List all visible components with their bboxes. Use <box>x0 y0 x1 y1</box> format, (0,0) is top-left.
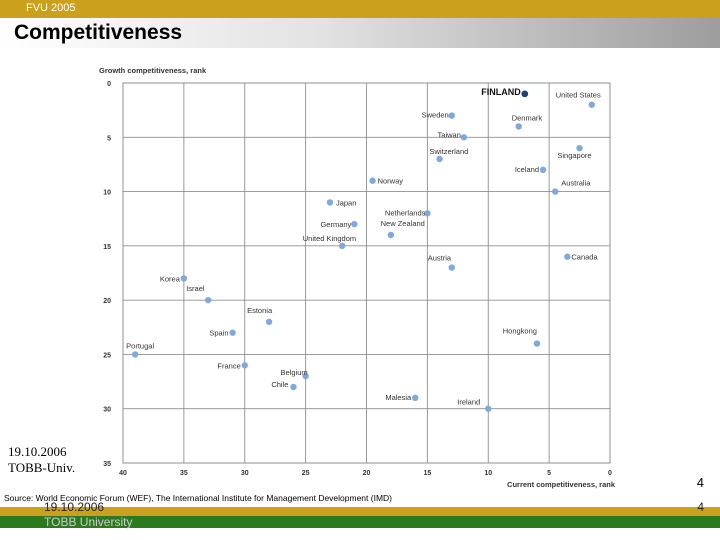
data-point-label: Israel <box>186 284 205 293</box>
data-point <box>576 144 583 152</box>
data-point <box>205 296 212 304</box>
data-point <box>326 199 334 206</box>
x-tick-label: 40 <box>119 470 127 477</box>
data-point <box>436 155 443 163</box>
data-point <box>412 394 419 402</box>
data-point-label: Malesia <box>385 393 412 402</box>
data-point <box>552 188 559 195</box>
data-point-label: FINLAND <box>481 87 521 97</box>
data-point-label: France <box>217 361 240 370</box>
data-point <box>460 134 468 141</box>
data-point-label: New Zealand <box>381 219 425 228</box>
data-point <box>515 123 522 130</box>
source-note: Source: World Economic Forum (WEF), The … <box>4 493 392 503</box>
data-point <box>485 405 492 412</box>
y-tick-label: 5 <box>107 135 111 142</box>
data-point-label: Iceland <box>515 165 539 174</box>
data-point-label: United Kingdom <box>303 234 356 243</box>
bottom-green-bar <box>0 516 720 528</box>
data-point-label: Taiwan <box>438 130 461 139</box>
data-point <box>131 351 139 358</box>
data-point <box>424 210 431 217</box>
data-point <box>229 329 236 336</box>
data-point-label: Sweden <box>422 111 449 120</box>
data-point-label: Korea <box>160 274 181 283</box>
data-point-label: Ireland <box>457 398 480 407</box>
x-tick-label: 5 <box>547 470 551 477</box>
footer-date: 19.10.2006 <box>8 444 67 459</box>
data-point-label: Spain <box>209 329 228 338</box>
data-point-label: United States <box>556 91 601 100</box>
data-point-label: Belgium <box>281 368 308 377</box>
data-point-label: Austria <box>428 254 452 263</box>
page-number: 4 <box>696 475 704 490</box>
footer-date-block: 19.10.2006 TOBB-Univ. <box>8 444 75 476</box>
y-tick-label: 35 <box>103 461 111 468</box>
data-point-label: Portugal <box>126 341 154 350</box>
data-point-label: Denmark <box>512 113 543 122</box>
data-point-label: Canada <box>571 253 598 262</box>
x-tick-label: 20 <box>363 470 371 477</box>
data-point-label: Japan <box>336 198 356 207</box>
data-point <box>369 177 376 184</box>
data-point-label: Germany <box>320 220 351 229</box>
header-tag: FVU 2005 <box>26 2 76 14</box>
x-axis-title: Current competitiveness, rank <box>507 480 616 489</box>
data-point-label: Chile <box>271 380 288 389</box>
footer-institution: TOBB-Univ. <box>8 460 76 475</box>
data-point-label: Switzerland <box>430 147 469 156</box>
data-point-label: Singapore <box>557 151 591 160</box>
data-point <box>338 242 346 250</box>
y-tick-label: 0 <box>107 81 111 88</box>
data-point <box>387 231 395 239</box>
y-tick-label: 20 <box>103 298 111 305</box>
bottom-date: 19.10.2006 <box>44 500 105 514</box>
data-point-label: Norway <box>378 177 404 186</box>
x-tick-label: 35 <box>180 470 188 477</box>
data-point <box>564 253 571 260</box>
y-tick-label: 25 <box>103 352 111 359</box>
title-bar: Competitiveness <box>0 18 720 48</box>
data-point <box>539 166 547 174</box>
x-tick-label: 10 <box>484 470 492 477</box>
y-tick-label: 30 <box>103 407 111 414</box>
data-point-label: Netherlands <box>385 208 426 217</box>
page-title: Competitiveness <box>14 21 183 44</box>
bottom-accent-bar <box>0 507 720 516</box>
x-tick-label: 25 <box>302 470 310 477</box>
data-point-label: Hongkong <box>503 327 537 336</box>
data-point <box>265 318 273 326</box>
bottom-institution: TOBB University <box>44 515 133 529</box>
data-point <box>533 340 541 347</box>
x-tick-label: 30 <box>241 470 249 477</box>
y-tick-label: 15 <box>103 244 111 251</box>
data-point <box>521 90 529 98</box>
data-point-label: Australia <box>561 179 591 188</box>
x-tick-label: 0 <box>608 470 612 477</box>
data-point <box>588 101 595 108</box>
competitiveness-scatter-chart: 40 35 30 25 20 15 10 5 0 0 5 10 15 20 25 30 35 Growth com… <box>99 66 616 489</box>
data-point <box>448 112 455 119</box>
data-point <box>302 372 309 380</box>
y-tick-label: 10 <box>103 190 111 197</box>
data-point-label: Estonia <box>247 306 273 315</box>
x-tick-label: 15 <box>423 470 431 477</box>
y-axis-title: Growth competitiveness, rank <box>99 66 207 75</box>
data-point <box>180 275 188 282</box>
header-bar: FVU 2005 <box>0 0 720 18</box>
data-point <box>290 383 297 391</box>
data-point <box>448 264 455 271</box>
data-point <box>351 220 358 228</box>
data-point <box>241 362 248 369</box>
bottom-page-number: 4 <box>697 500 704 514</box>
